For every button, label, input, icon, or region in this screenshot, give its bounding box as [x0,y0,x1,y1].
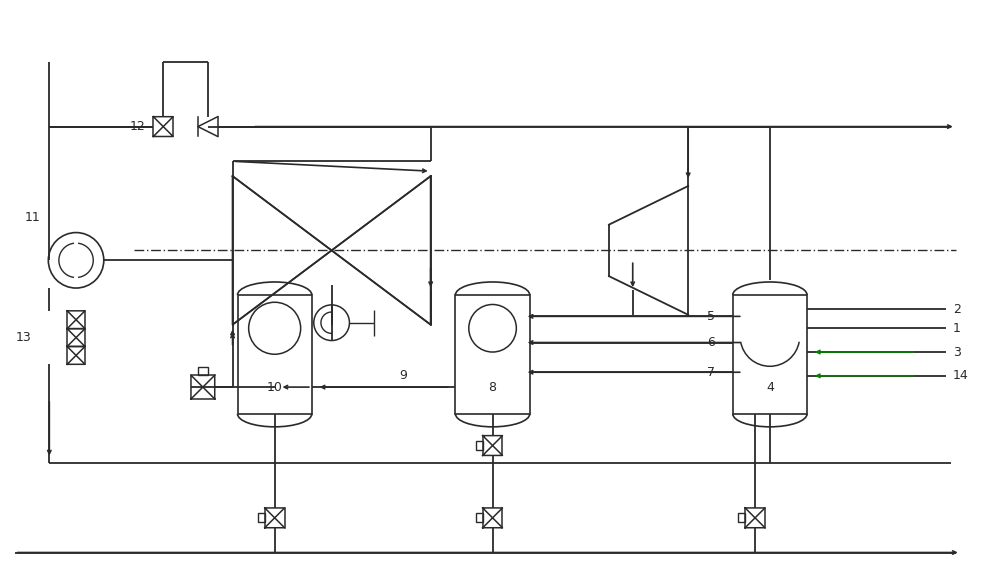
Text: 12: 12 [130,120,145,133]
Text: 13: 13 [16,331,31,344]
Text: 7: 7 [707,366,715,378]
Text: 3: 3 [953,346,961,359]
Text: 11: 11 [25,211,40,223]
Bar [738,514,745,522]
Text: 1: 1 [953,322,961,335]
Bar [198,367,208,375]
Text: 10: 10 [267,381,283,394]
Bar [476,441,483,450]
Bar [258,514,265,522]
Bar [733,295,807,414]
Text: 4: 4 [766,381,774,394]
Text: 5: 5 [707,310,715,323]
Bar [455,295,530,414]
Bar [476,514,483,522]
Text: 8: 8 [489,381,497,394]
Text: 2: 2 [953,303,961,316]
Text: 14: 14 [953,369,968,383]
Bar [238,295,312,414]
Text: 9: 9 [399,369,407,382]
Text: 6: 6 [707,336,715,349]
